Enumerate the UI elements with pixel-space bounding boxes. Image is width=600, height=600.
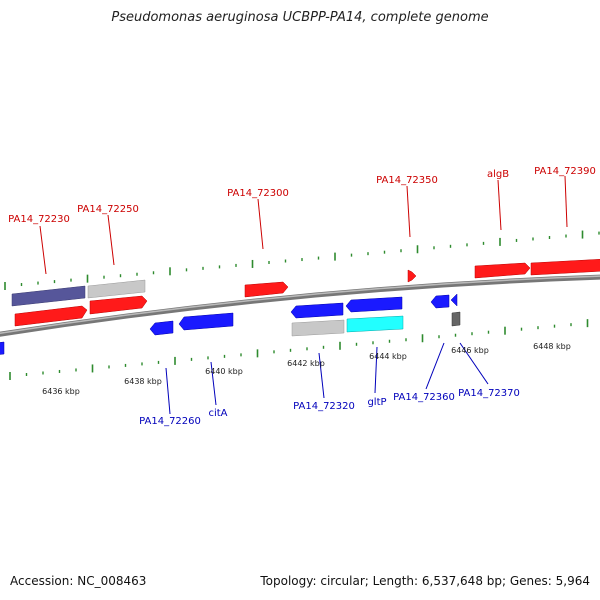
label-leader — [497, 179, 502, 231]
reverse-tick-track — [9, 319, 589, 380]
reverse-label-group: PA14_72260 citA PA14_72320 gltP PA14_723… — [139, 342, 520, 427]
label-leader — [257, 198, 264, 250]
label-leader — [374, 346, 378, 394]
label-leader — [165, 367, 171, 415]
gene-arrow-forward[interactable] — [14, 305, 88, 327]
forward-label-group: PA14_72230 PA14_72250 PA14_72300 PA14_72… — [8, 166, 596, 275]
gene-arrow-gray[interactable] — [87, 279, 146, 299]
gene-label-forward[interactable]: PA14_72250 — [77, 204, 139, 215]
gene-arrow-forward[interactable] — [474, 262, 531, 279]
forward-tick-track — [4, 230, 600, 290]
gene-arrow-dark[interactable] — [451, 311, 461, 327]
label-leader — [425, 342, 445, 390]
gene-arrow-reverse[interactable] — [450, 293, 458, 307]
gene-arrow-reverse[interactable] — [178, 312, 234, 331]
scale-label: 6444 kbp — [369, 352, 407, 361]
accession-text: Accession: NC_008463 — [10, 574, 147, 588]
gene-label-forward[interactable]: algB — [487, 169, 509, 180]
scale-label-group: 6436 kbp 6438 kbp 6440 kbp 6442 kbp 6444… — [42, 342, 571, 396]
gene-label-reverse[interactable]: PA14_72360 — [393, 392, 455, 403]
gene-arrow-slate[interactable] — [11, 285, 86, 307]
gene-arrow-reverse[interactable] — [345, 296, 403, 313]
gene-label-forward[interactable]: PA14_72390 — [534, 166, 596, 177]
gene-arrow-cyan[interactable] — [346, 315, 404, 333]
scale-label: 6436 kbp — [42, 387, 80, 396]
gene-label-forward[interactable]: PA14_72300 — [227, 188, 289, 199]
gene-arrow-gray[interactable] — [291, 319, 345, 337]
gene-label-forward[interactable]: PA14_72350 — [376, 175, 438, 186]
gene-label-reverse[interactable]: PA14_72370 — [458, 388, 520, 399]
genome-backbone — [0, 274, 600, 337]
label-leader — [406, 185, 411, 238]
label-leader — [318, 352, 325, 399]
gene-arrow-forward[interactable] — [244, 281, 289, 298]
forward-gene-track — [11, 259, 600, 327]
gene-arrow-reverse[interactable] — [149, 320, 174, 336]
label-leader — [39, 225, 47, 275]
scale-label: 6438 kbp — [124, 377, 162, 386]
gene-label-reverse[interactable]: PA14_72260 — [139, 416, 201, 427]
gene-label-reverse[interactable]: gltP — [367, 397, 386, 408]
gene-arrow-forward[interactable] — [89, 295, 148, 315]
reverse-gene-track — [0, 293, 461, 355]
scale-label: 6448 kbp — [533, 342, 571, 351]
label-leader — [107, 214, 115, 266]
gene-arrow-reverse[interactable] — [290, 302, 344, 319]
scale-label: 6446 kbp — [451, 346, 489, 355]
scale-label: 6442 kbp — [287, 359, 325, 368]
gene-arrow-reverse[interactable] — [430, 294, 450, 309]
gene-arrow-reverse[interactable] — [0, 341, 5, 355]
gene-arrow-forward[interactable] — [407, 269, 417, 283]
scale-label: 6440 kbp — [205, 367, 243, 376]
genome-title: Pseudomonas aeruginosa UCBPP-PA14, compl… — [111, 10, 489, 25]
gene-label-forward[interactable]: PA14_72230 — [8, 214, 70, 225]
gene-arrow-forward[interactable] — [530, 259, 600, 276]
label-leader — [459, 342, 489, 385]
genome-summary-text: Topology: circular; Length: 6,537,648 bp… — [260, 574, 590, 588]
label-leader — [564, 175, 568, 228]
gene-label-reverse[interactable]: citA — [208, 408, 227, 419]
gene-label-reverse[interactable]: PA14_72320 — [293, 401, 355, 412]
label-leader — [210, 361, 217, 406]
